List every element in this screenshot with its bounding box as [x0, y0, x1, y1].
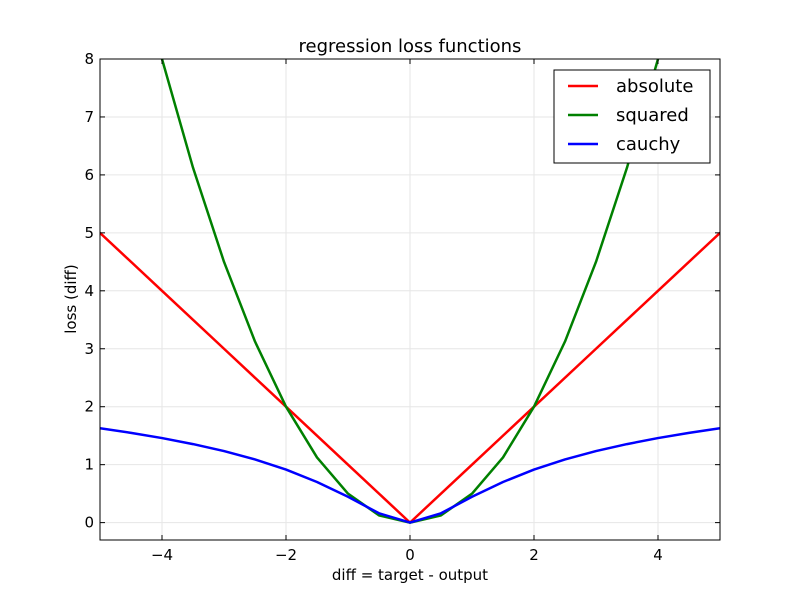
- chart-title: regression loss functions: [299, 36, 522, 57]
- y-tick-label: 6: [84, 166, 94, 184]
- y-tick-label: 2: [84, 398, 94, 416]
- y-tick-label: 4: [84, 282, 94, 300]
- y-tick-label: 8: [84, 50, 94, 68]
- x-tick-label: 2: [529, 546, 539, 564]
- ticks: [100, 58, 720, 540]
- legend-label-absolute: absolute: [616, 76, 693, 97]
- series-line-cauchy: [100, 426, 720, 524]
- legend-label-cauchy: cauchy: [616, 134, 681, 155]
- tick-labels: −4 −2 0 2 4 0 1 2 3 4 5 6 7 8: [84, 50, 662, 564]
- y-tick-label: 5: [84, 224, 94, 242]
- legend-label-squared: squared: [616, 105, 689, 126]
- x-tick-label: 4: [653, 546, 663, 564]
- y-tick-label: 7: [84, 108, 94, 126]
- legend: absolute squared cauchy: [553, 69, 711, 164]
- y-axis-label: loss (diff): [62, 264, 80, 333]
- x-axis-label: diff = target - output: [332, 566, 488, 584]
- y-tick-label: 3: [84, 340, 94, 358]
- x-tick-label: −2: [275, 546, 297, 564]
- series-group: [100, 59, 720, 524]
- y-tick-label: 0: [84, 514, 94, 532]
- x-tick-label: 0: [405, 546, 415, 564]
- x-tick-label: −4: [151, 546, 173, 564]
- y-tick-label: 1: [84, 456, 94, 474]
